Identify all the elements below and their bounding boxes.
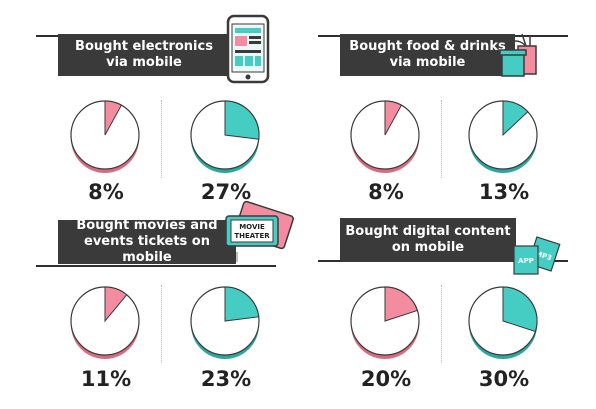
pie-divider	[441, 100, 442, 178]
title-line-2: via mobile	[389, 55, 466, 70]
percent-label: 20%	[360, 367, 412, 391]
chart-title-electronics: Bought electronics via mobile	[58, 34, 230, 76]
chart-title-digital: Bought digital content on mobile	[340, 218, 516, 262]
pie-digital-right	[468, 286, 538, 359]
pie-slice	[104, 100, 123, 136]
pie-divider	[441, 285, 442, 363]
title-line-2: on mobile	[391, 240, 465, 255]
pie-slice	[224, 100, 260, 140]
chart-title-food: Bought food & drinks via mobile	[340, 34, 515, 76]
title-line-1: Bought digital content	[345, 224, 511, 239]
banner-rule	[36, 265, 276, 267]
pie-slice	[384, 100, 403, 136]
percent-label: 30%	[478, 367, 530, 391]
title-line-1: Bought electronics	[75, 39, 213, 54]
ticket-line-2: THEATER	[234, 232, 270, 240]
percent-label: 8%	[88, 180, 124, 204]
chart-title-movies: Bought movies and events tickets on mobi…	[58, 218, 236, 265]
ticket-line-1: MOVIE	[239, 223, 265, 231]
app-mp3-icon: MP3 APP	[513, 236, 561, 275]
title-line-1: Bought movies and	[76, 218, 218, 233]
pie-divider	[161, 100, 162, 178]
pie-food-left	[350, 100, 420, 173]
pie-slice	[502, 100, 529, 137]
title-line-1: Bought food & drinks	[349, 39, 506, 54]
title-line-2: via mobile	[106, 55, 182, 70]
percent-label: 11%	[80, 367, 132, 391]
percent-label: 13%	[478, 180, 530, 204]
pie-movies-right	[190, 286, 260, 359]
pie-slice	[502, 286, 538, 333]
pie-digital-left	[350, 286, 420, 359]
pie-slice	[384, 286, 418, 322]
pie-divider	[161, 285, 162, 363]
takeaway-drink-icon	[499, 33, 537, 77]
app-label: APP	[518, 257, 534, 265]
percent-label: 8%	[368, 180, 404, 204]
pie-movies-left	[70, 286, 140, 359]
movie-ticket-icon: MOVIE THEATER	[225, 200, 294, 250]
pie-food-right	[468, 100, 538, 173]
pie-slice	[104, 286, 128, 323]
pie-slice	[224, 286, 260, 322]
percent-label: 27%	[200, 180, 252, 204]
title-line-2: events tickets on mobile	[84, 234, 210, 265]
pie-electronics-right	[190, 100, 260, 173]
pie-electronics-left	[70, 100, 140, 173]
smartphone-icon	[226, 14, 270, 84]
percent-label: 23%	[200, 367, 252, 391]
